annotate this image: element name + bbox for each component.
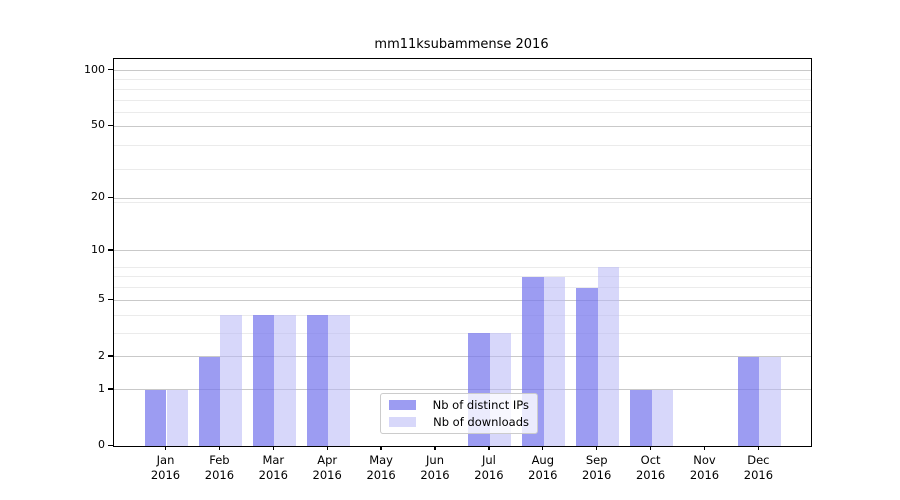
ytick-mark-100 <box>108 69 113 71</box>
xtick-label-jul: Jul 2016 <box>474 453 504 482</box>
xtick-mark-jul <box>488 446 490 450</box>
bar-downloads-apr <box>328 315 350 446</box>
ytick-label-10: 10 <box>91 242 105 256</box>
bar-distinct-ips-jan <box>144 389 167 446</box>
xtick-label-sep: Sep 2016 <box>582 453 612 482</box>
ytick-mark-0 <box>108 444 113 446</box>
legend-item-downloads: Nb of downloads <box>389 415 529 429</box>
ytick-label-2: 2 <box>98 348 105 362</box>
gridline-minor-4 <box>114 314 811 316</box>
chart-title: mm11ksubammense 2016 <box>374 37 549 52</box>
bar-downloads-jan <box>166 389 189 446</box>
legend-swatch-downloads <box>389 417 416 427</box>
bar-downloads-sep <box>597 267 620 446</box>
ytick-label-1: 1 <box>98 381 105 395</box>
bar-distinct-ips-dec <box>737 356 760 446</box>
xtick-mark-apr <box>326 446 328 450</box>
gridline-minor-7 <box>114 276 811 278</box>
xtick-label-aug: Aug 2016 <box>528 453 558 482</box>
legend-label-distinct-ips: Nb of distinct IPs <box>432 398 529 412</box>
gridline-major-20 <box>114 197 811 199</box>
xtick-mark-feb <box>218 446 221 450</box>
gridline-minor-59 <box>114 112 811 114</box>
gridline-major-2 <box>114 356 811 358</box>
ytick-mark-10 <box>108 249 113 251</box>
xtick-label-oct: Oct 2016 <box>635 453 666 482</box>
xtick-label-apr: Apr 2016 <box>312 453 342 482</box>
gridline-major-5 <box>114 299 811 301</box>
ytick-mark-5 <box>108 298 113 301</box>
legend-label-downloads: Nb of downloads <box>433 415 529 429</box>
xtick-mark-may <box>380 446 382 450</box>
xtick-label-jun: Jun 2016 <box>420 453 450 482</box>
xtick-mark-sep <box>596 446 598 450</box>
xtick-label-dec: Dec 2016 <box>743 453 774 482</box>
gridline-minor-29 <box>114 168 811 170</box>
bar-downloads-mar <box>274 315 296 446</box>
bar-distinct-ips-feb <box>198 356 221 446</box>
ytick-label-5: 5 <box>98 292 105 306</box>
xtick-mark-nov <box>703 446 706 450</box>
gridline-minor-6 <box>114 287 811 289</box>
bar-distinct-ips-oct <box>630 389 652 446</box>
gridline-minor-8 <box>114 266 811 268</box>
ytick-label-0: 0 <box>98 438 105 451</box>
ytick-label-50: 50 <box>91 118 105 132</box>
legend-item-distinct-ips: Nb of distinct IPs <box>389 398 529 412</box>
gridline-major-10 <box>114 250 811 252</box>
ytick-mark-1 <box>108 388 113 390</box>
xtick-mark-jun <box>434 446 436 450</box>
gridline-minor-19 <box>114 201 811 203</box>
bar-distinct-ips-apr <box>306 315 329 446</box>
gridline-minor-39 <box>114 145 811 147</box>
ytick-mark-50 <box>108 124 113 127</box>
xtick-label-mar: Mar 2016 <box>258 453 288 482</box>
gridline-major-50 <box>114 125 811 127</box>
xtick-label-jan: Jan 2016 <box>150 453 181 482</box>
ytick-mark-20 <box>108 196 113 199</box>
gridline-minor-79 <box>114 89 811 91</box>
bar-downloads-dec <box>759 356 781 446</box>
ytick-label-20: 20 <box>91 190 105 204</box>
xtick-label-feb: Feb 2016 <box>204 453 235 482</box>
gridline-major-1 <box>114 389 811 391</box>
plot-area: Nb of distinct IPs Nb of downloads <box>113 58 812 447</box>
gridline-major-100 <box>114 70 811 72</box>
xtick-mark-jan <box>164 446 167 450</box>
legend: Nb of distinct IPs Nb of downloads <box>380 393 538 434</box>
legend-swatch-distinct-ips <box>389 400 416 410</box>
bar-downloads-aug <box>543 276 566 446</box>
xtick-mark-oct <box>649 446 652 450</box>
bar-distinct-ips-sep <box>576 287 598 446</box>
gridline-minor-69 <box>114 99 811 101</box>
xtick-label-may: May 2016 <box>366 453 396 482</box>
ytick-label-100: 100 <box>84 62 105 76</box>
xtick-mark-aug <box>542 446 544 450</box>
ytick-mark-2 <box>108 355 113 357</box>
gridline-minor-89 <box>114 79 811 81</box>
bar-distinct-ips-mar <box>252 315 275 446</box>
xtick-mark-dec <box>757 446 760 450</box>
gridline-minor-3 <box>114 332 811 334</box>
bar-downloads-feb <box>220 315 242 446</box>
bar-downloads-oct <box>651 389 674 446</box>
xtick-label-nov: Nov 2016 <box>689 453 720 482</box>
xtick-mark-mar <box>272 446 274 450</box>
